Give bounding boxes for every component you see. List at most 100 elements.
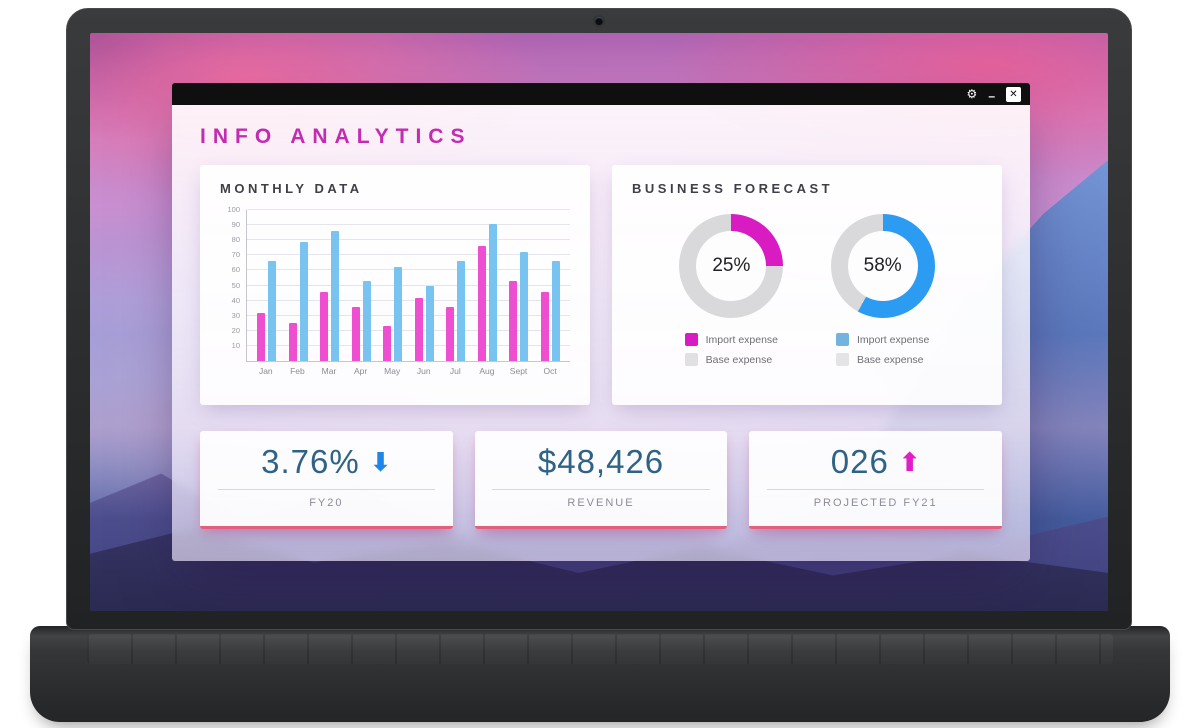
arrow-down-icon: ⬇ (369, 447, 392, 477)
bar-group (251, 210, 283, 361)
y-tick-label: 90 (231, 219, 240, 229)
laptop-base (30, 626, 1170, 722)
donut-column-left: 25% Import expense (679, 214, 784, 366)
legend-label: Import expense (856, 333, 930, 346)
bar-magenta (446, 306, 455, 361)
bar-blue (268, 261, 277, 361)
donut-chart-25: 25% (679, 214, 784, 318)
x-tick-label: May (384, 366, 401, 376)
bar-blue (394, 267, 403, 361)
card-title-monthly-data: MONTHLY DATA (220, 181, 363, 196)
stats-row: 3.76% ⬇ FY20 $48,426 REVENUE (200, 431, 1003, 529)
business-forecast-card: BUSINESS FORECAST 25% Im (612, 165, 1002, 405)
settings-gear-icon[interactable]: ⚙ (966, 87, 978, 101)
donut-column-right: 58% Import expense (830, 214, 935, 366)
bar-groups (247, 210, 570, 361)
divider (217, 489, 435, 490)
bar-blue (551, 261, 560, 361)
bar-blue (331, 231, 340, 361)
legend-swatch-magenta (684, 333, 698, 346)
stat-card-projected-fy21: 026 ⬆ PROJECTED FY21 (749, 431, 1003, 529)
bar-magenta (509, 280, 518, 361)
y-tick-label: 100 (227, 204, 240, 214)
legend-item: Import expense (835, 333, 930, 346)
bar-group (283, 210, 315, 361)
y-tick-label: 10 (231, 341, 240, 351)
laptop-screen-bezel: ⚙ – ✕ INFO ANALYTICS MONTHLY DATA 10 20 30… (66, 8, 1132, 630)
bar-magenta (383, 326, 392, 361)
legend-label: Import expense (705, 333, 779, 346)
gridline (247, 299, 570, 301)
stat-value-row: $48,426 (538, 443, 664, 481)
bar-group (503, 210, 535, 361)
monthly-data-card: MONTHLY DATA 10 20 30 40 50 60 70 80 90 100 Jan Fe… (200, 165, 590, 405)
divider (492, 489, 710, 490)
stat-card-fy20: 3.76% ⬇ FY20 (200, 431, 453, 529)
bar-plot (246, 209, 570, 362)
x-tick-label: Oct (543, 366, 557, 376)
bar-chart-x-axis: Jan Feb Mar Apr May Jun Jul Aug Sept Oct (246, 366, 570, 376)
bar-magenta (540, 291, 549, 361)
arrow-up-icon: ⬆ (898, 447, 921, 477)
laptop-display: ⚙ – ✕ INFO ANALYTICS MONTHLY DATA 10 20 30… (90, 33, 1108, 611)
donut-legend-right: Import expense Base expense (835, 333, 930, 366)
donut-legend-left: Import expense Base expense (684, 333, 779, 366)
donut-value-label: 25% (712, 255, 751, 276)
legend-item: Base expense (684, 353, 778, 366)
stat-label: PROJECTED FY21 (813, 497, 938, 509)
x-tick-label: Apr (353, 366, 368, 376)
window-titlebar: ⚙ – ✕ (172, 83, 1030, 105)
gridline (247, 239, 570, 241)
donut-value-label: 58% (863, 255, 902, 276)
x-tick-label: Aug (479, 366, 495, 376)
stat-label: REVENUE (567, 497, 635, 509)
page-title: INFO ANALYTICS (200, 125, 472, 148)
y-tick-label: 80 (231, 234, 240, 244)
bar-blue (362, 280, 371, 361)
gridline (247, 284, 570, 286)
x-tick-label: Jun (416, 366, 431, 376)
legend-swatch-gray (835, 353, 849, 366)
bar-blue (520, 252, 529, 361)
legend-item: Base expense (835, 353, 929, 366)
bar-group (440, 210, 472, 361)
y-tick-label: 40 (231, 295, 240, 305)
y-tick-label: 20 (231, 326, 240, 336)
bar-blue (425, 285, 434, 361)
bar-group (409, 210, 441, 361)
gridline (247, 269, 570, 271)
bar-chart-y-axis: 10 20 30 40 50 60 70 80 90 100 (220, 205, 246, 362)
bar-group (535, 210, 567, 361)
card-title-business-forecast: BUSINESS FORECAST (632, 181, 834, 196)
legend-swatch-blue (835, 333, 849, 346)
minimize-icon[interactable]: – (988, 89, 995, 103)
stat-card-revenue: $48,426 REVENUE (474, 431, 728, 529)
gridline (247, 209, 570, 210)
window-body: INFO ANALYTICS MONTHLY DATA 10 20 30 40 50 60… (172, 105, 1030, 561)
donuts-row: 25% Import expense (632, 214, 982, 366)
bar-group (377, 210, 409, 361)
y-tick-label: 50 (231, 280, 240, 290)
bar-chart: 10 20 30 40 50 60 70 80 90 100 (220, 205, 570, 362)
bar-group (346, 210, 378, 361)
legend-label: Base expense (705, 353, 773, 366)
gridline (247, 329, 570, 331)
bar-group (314, 210, 346, 361)
y-tick-label: 60 (231, 265, 240, 275)
divider (767, 489, 985, 490)
x-tick-label: Sept (509, 366, 528, 376)
gridline (247, 254, 570, 256)
close-icon[interactable]: ✕ (1006, 86, 1021, 102)
x-tick-label: Jan (258, 366, 273, 376)
x-tick-label: Mar (321, 366, 337, 376)
stat-value-row: 3.76% ⬇ (261, 443, 391, 481)
legend-swatch-gray (684, 353, 698, 366)
donut-chart-58: 58% (830, 214, 935, 318)
stat-value-row: 026 ⬆ (831, 443, 921, 481)
gridline (247, 314, 570, 316)
stat-value: 3.76% (261, 443, 360, 480)
legend-item: Import expense (684, 333, 779, 346)
top-cards-row: MONTHLY DATA 10 20 30 40 50 60 70 80 90 100 Jan Fe… (200, 165, 1002, 405)
bar-blue (457, 261, 466, 361)
bar-group (472, 210, 504, 361)
